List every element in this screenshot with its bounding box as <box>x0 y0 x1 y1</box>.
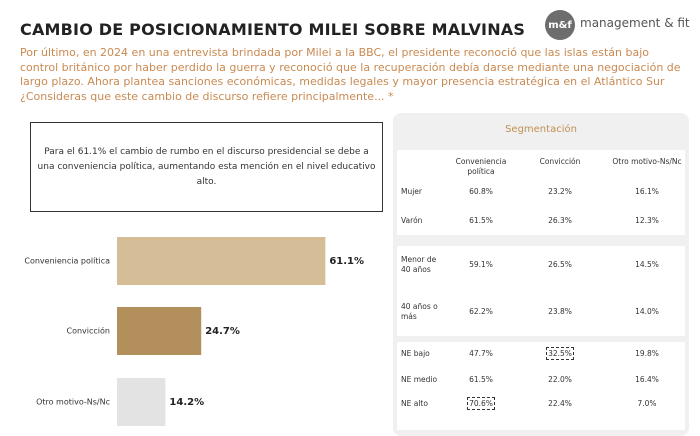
column-header: Convicción <box>539 157 581 166</box>
table-value: 22.4% <box>548 399 572 408</box>
note-box: Para el 61.1% el cambio de rumbo en el d… <box>30 122 383 212</box>
table-value: 32.5% <box>535 347 585 360</box>
row-label: NE medio <box>401 375 438 384</box>
row-label: Varón <box>401 216 423 225</box>
category-label: Conveniencia política <box>24 257 110 266</box>
table-value: 70.6% <box>452 397 510 410</box>
value-label: 24.7% <box>205 326 240 337</box>
value-label: 14.2% <box>169 397 204 408</box>
bar <box>117 237 326 285</box>
table-value: 26.3% <box>548 216 572 225</box>
table-block <box>397 150 685 235</box>
table-value: 7.0% <box>637 399 657 408</box>
highlight-value: 32.5% <box>546 347 574 360</box>
table-value: 16.1% <box>635 187 659 196</box>
highlight-value: 70.6% <box>467 397 495 410</box>
table-block <box>397 342 685 430</box>
bar <box>117 307 202 355</box>
category-label: Otro motivo-Ns/Nc <box>36 398 110 407</box>
table-value: 59.1% <box>469 260 493 269</box>
title: CAMBIO DE POSICIONAMIENTO MILEI SOBRE MA… <box>20 20 526 39</box>
table-value: 16.4% <box>635 375 659 384</box>
table-value: 22.0% <box>548 375 572 384</box>
row-label: Mujer <box>401 187 423 196</box>
table-value: 62.2% <box>469 307 493 316</box>
table-value: 23.8% <box>548 307 572 316</box>
question: Por último, en 2024 en una entrevista br… <box>20 46 681 103</box>
column-header: Conveniencia política <box>455 157 507 176</box>
column-header: Otro motivo-Ns/Nc <box>612 157 682 166</box>
table-value: 26.5% <box>548 260 572 269</box>
bar <box>117 378 166 426</box>
row-label: 40 años o más <box>401 302 438 321</box>
row-label: NE alto <box>401 399 428 408</box>
table-value: 23.2% <box>548 187 572 196</box>
table-value: 47.7% <box>469 349 493 358</box>
table-value: 61.5% <box>469 375 493 384</box>
table-block <box>397 246 685 336</box>
row-label: NE bajo <box>401 349 430 358</box>
bar-chart: Conveniencia política 61.1% Convicción 24.7… <box>24 237 364 426</box>
table-value: 60.8% <box>469 187 493 196</box>
logo-text: management & fit <box>580 16 690 30</box>
table-value: 19.8% <box>635 349 659 358</box>
row-label: Menor de 40 años <box>401 255 437 274</box>
category-label: Convicción <box>67 326 111 336</box>
value-label: 61.1% <box>329 256 364 267</box>
table-value: 61.5% <box>469 216 493 225</box>
table-value: 14.5% <box>635 260 659 269</box>
logo-mark: m&f <box>545 10 575 40</box>
segmentation-title: Segmentación <box>505 124 577 135</box>
table-value: 12.3% <box>635 216 659 225</box>
table-value: 14.0% <box>635 307 659 316</box>
